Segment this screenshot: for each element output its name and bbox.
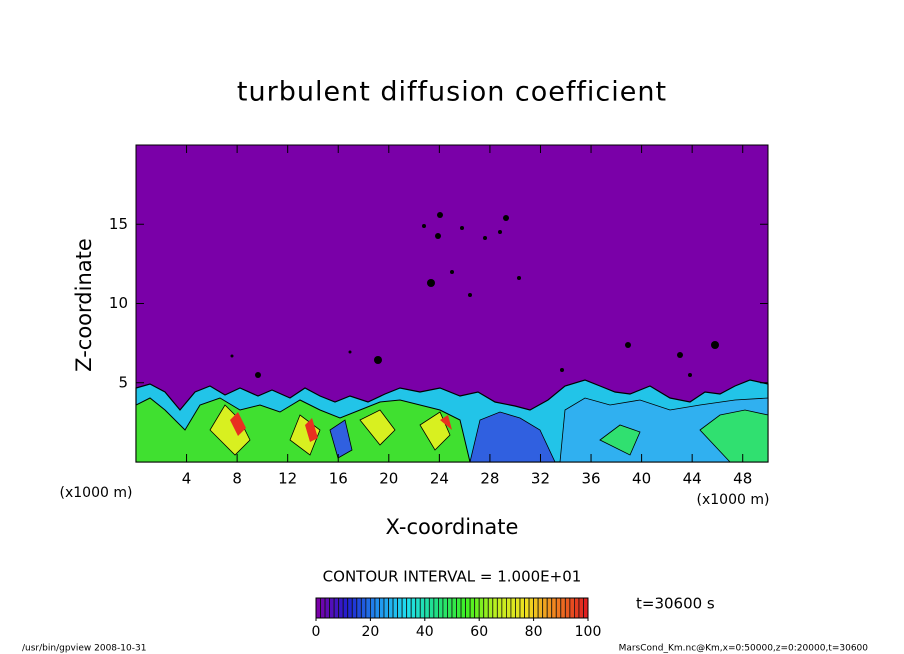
- axes: [135, 144, 769, 463]
- colorbar-cell: [574, 597, 580, 619]
- colorbar-cell: [510, 597, 516, 619]
- colorbar-cell: [388, 597, 394, 619]
- colorbar-cell: [315, 597, 321, 619]
- colorbar-cell: [428, 597, 435, 619]
- colorbar-cell: [356, 597, 362, 619]
- colorbar-cell: [351, 597, 358, 619]
- colorbar-cell: [379, 597, 385, 619]
- colorbar-cell: [333, 597, 340, 619]
- x-unit: (x1000 m): [697, 492, 770, 508]
- x-tick-label: 36: [581, 470, 600, 488]
- colorbar-cell: [492, 597, 498, 619]
- colorbar-cell: [583, 597, 589, 619]
- colorbar-cell: [442, 597, 448, 619]
- time-label: t=30600 s: [636, 595, 715, 613]
- field: [135, 145, 769, 463]
- colorbar-cell: [397, 597, 403, 619]
- y-axis-title: Z-coordinate: [72, 238, 96, 372]
- colorbar-cell: [424, 597, 430, 619]
- x-tick-label: 24: [430, 470, 449, 488]
- colorbar-cell: [524, 597, 530, 619]
- y-unit: (x1000 m): [60, 485, 133, 501]
- colorbar-cell: [410, 597, 417, 619]
- colorbar-cell: [505, 597, 512, 619]
- colorbar-cell: [560, 597, 566, 619]
- colorbar: 0 20 40 60 80 100: [312, 597, 602, 640]
- colorbar-cell: [528, 597, 534, 619]
- colorbar-tick-label: 0: [312, 624, 321, 640]
- colorbar-cell: [564, 597, 571, 619]
- colorbar-cell: [533, 597, 539, 619]
- colorbar-cell: [383, 597, 389, 619]
- colorbar-cell: [433, 597, 439, 619]
- x-tick-label: 44: [683, 470, 702, 488]
- colorbar-cell: [406, 597, 412, 619]
- x-tick-label: 48: [733, 470, 752, 488]
- colorbar-cell: [338, 597, 344, 619]
- colorbar-cell: [478, 597, 485, 619]
- field-yellow: [209, 404, 451, 456]
- x-tick-label: 28: [480, 470, 499, 488]
- x-tick-label: 20: [379, 470, 398, 488]
- colorbar-cell: [374, 597, 380, 619]
- x-axis-title: X-coordinate: [386, 515, 519, 539]
- colorbar-cell: [465, 597, 471, 619]
- colorbar-cell: [369, 597, 376, 619]
- colorbar-cell: [542, 597, 548, 619]
- colorbar-cell: [320, 597, 326, 619]
- colorbar-cell: [578, 597, 584, 619]
- x-tick-label: 4: [182, 470, 192, 488]
- x-tick-label: 40: [632, 470, 651, 488]
- colorbar-cell: [451, 597, 457, 619]
- y-tick-label: 15: [109, 215, 128, 233]
- footer-left: /usr/bin/gpview 2008-10-31: [22, 644, 146, 654]
- colorbar-cell: [474, 597, 480, 619]
- colorbar-cell: [501, 597, 507, 619]
- colorbar-cell: [515, 597, 521, 619]
- colorbar-cell: [342, 597, 349, 619]
- x-tick-label: 16: [329, 470, 348, 488]
- colorbar-tick-label: 40: [416, 624, 434, 640]
- colorbar-cell: [401, 597, 408, 619]
- colorbar-cell: [347, 597, 353, 619]
- colorbar-cell: [551, 597, 557, 619]
- colorbar-tick-label: 100: [575, 624, 602, 640]
- colorbar-cell: [360, 597, 367, 619]
- colorbar-cell: [487, 597, 494, 619]
- colorbar-cell: [324, 597, 331, 619]
- y-tick-label: 10: [109, 294, 128, 312]
- x-tick-label: 12: [278, 470, 297, 488]
- colorbar-cell: [496, 597, 503, 619]
- colorbar-cell: [392, 597, 399, 619]
- colorbar-cell: [546, 597, 553, 619]
- small-cells: [230, 212, 719, 378]
- colorbar-cell: [519, 597, 525, 619]
- colorbar-cell: [569, 597, 575, 619]
- colorbar-tick-label: 20: [361, 624, 379, 640]
- colorbar-tick-label: 60: [470, 624, 488, 640]
- x-tick-label: 8: [232, 470, 242, 488]
- colorbar-cell: [329, 597, 335, 619]
- colorbar-frame: [315, 597, 589, 619]
- colorbar-cell: [456, 597, 462, 619]
- colorbar-tick-label: 80: [525, 624, 543, 640]
- colorbar-cell: [419, 597, 426, 619]
- chart-title: turbulent diffusion coefficient: [237, 77, 667, 108]
- y-tick-label: 5: [118, 373, 128, 391]
- colorbar-cell: [415, 597, 421, 619]
- colorbar-cell: [483, 597, 489, 619]
- colorbar-cell: [365, 597, 371, 619]
- x-tick-label: 32: [531, 470, 550, 488]
- contour-interval: CONTOUR INTERVAL = 1.000E+01: [323, 568, 582, 586]
- colorbar-cell: [437, 597, 444, 619]
- colorbar-cell: [537, 597, 544, 619]
- colorbar-cell: [555, 597, 562, 619]
- colorbar-cell: [469, 597, 476, 619]
- colorbar-cell: [460, 597, 467, 619]
- colorbar-cell: [447, 597, 453, 619]
- footer-right: MarsCond_Km.nc@Km,x=0:50000,z=0:20000,t=…: [619, 644, 869, 654]
